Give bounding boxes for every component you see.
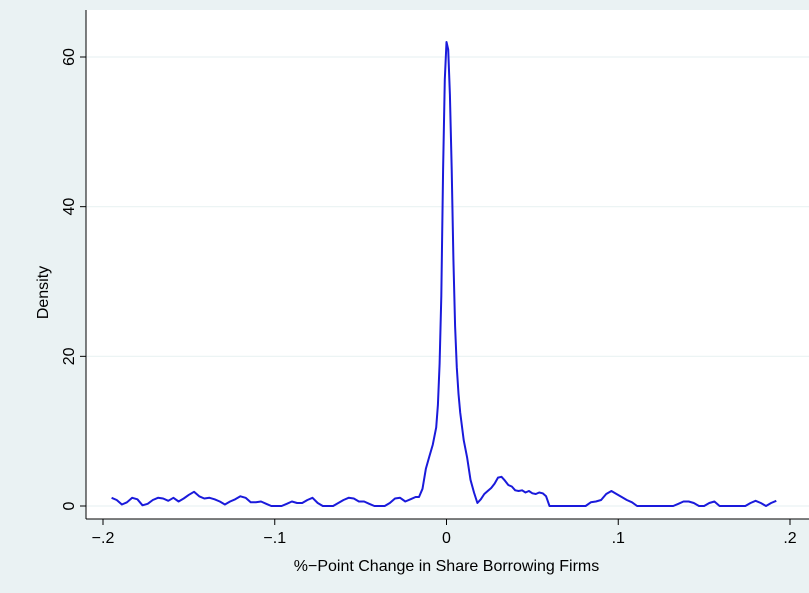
y-tick-label: 20 — [61, 347, 78, 365]
y-tick-label: 40 — [61, 198, 78, 216]
x-axis-title: %−Point Change in Share Borrowing Firms — [294, 558, 599, 575]
x-tick-label: 0 — [442, 530, 451, 547]
plot-area — [86, 10, 809, 519]
axes — [85, 10, 809, 520]
x-tick-label: −.1 — [263, 530, 286, 547]
y-tick-label: 0 — [61, 501, 78, 510]
x-tick-label: .1 — [612, 530, 625, 547]
x-tick-label: −.2 — [92, 530, 115, 547]
y-ticks: 0 20 40 60 — [61, 48, 86, 510]
x-tick-label: .2 — [783, 530, 796, 547]
density-line — [111, 41, 777, 507]
y-axis-title: Density — [35, 266, 52, 319]
y-tick-label: 60 — [61, 48, 78, 66]
x-ticks: −.2 −.1 0 .1 .2 — [92, 519, 797, 547]
